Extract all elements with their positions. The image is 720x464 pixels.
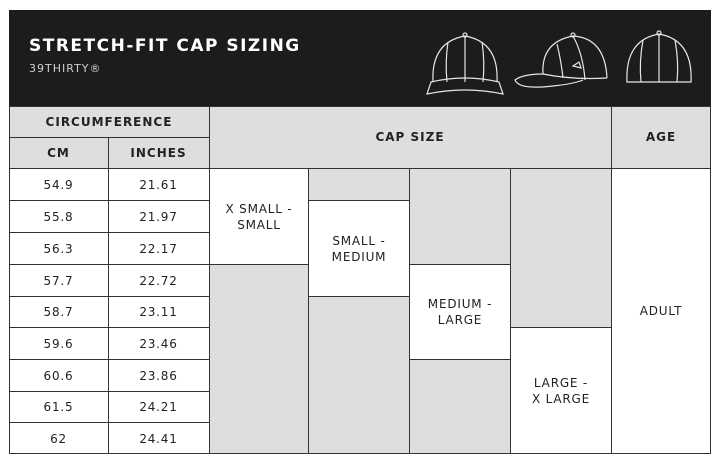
size-label-line: LARGE [437, 313, 483, 327]
cm-cell: 56.3 [43, 241, 74, 256]
size-label-line: SMALL [237, 217, 281, 232]
inches-cell: 23.86 [139, 368, 178, 383]
inches-cell: 22.17 [139, 241, 178, 256]
size-small-medium: SMALL - MEDIUM [309, 201, 409, 296]
cm-header: CM [47, 145, 70, 160]
cm-cell: 61.5 [43, 400, 74, 414]
cap-back-icon [626, 30, 692, 83]
page-title: STRETCH-FIT CAP SIZING [29, 36, 301, 56]
age-header: AGE [645, 130, 677, 144]
size-label-line: MEDIUM [331, 249, 387, 264]
inches-cell: 21.97 [139, 209, 178, 224]
circumference-header: CIRCUMFERENCE [45, 114, 173, 129]
page-subtitle: 39THIRTY® [29, 62, 102, 75]
size-label-line: LARGE - [533, 375, 589, 390]
cap-front-icon [426, 32, 504, 95]
inches-cell: 23.46 [139, 336, 178, 351]
size-label-line: SMALL - [332, 233, 386, 248]
cm-cell: 62 [50, 431, 67, 446]
cm-cell: 58.7 [43, 305, 74, 319]
size-label-line: X SMALL - [225, 201, 293, 216]
inches-cell: 24.21 [139, 400, 178, 414]
inches-cell: 24.41 [139, 431, 178, 446]
size-xsmall-small: X SMALL - SMALL [210, 169, 308, 264]
age-cell: ADULT [639, 304, 683, 318]
cap-side-icon [514, 32, 608, 88]
inches-cell: 21.61 [139, 177, 178, 192]
cm-cell: 59.6 [43, 336, 74, 351]
size-medium-large: MEDIUM - LARGE [410, 265, 510, 359]
size-label-line: MEDIUM - [427, 297, 493, 311]
inches-header: INCHES [130, 145, 187, 160]
header-banner: STRETCH-FIT CAP SIZING 39THIRTY® [9, 10, 711, 106]
cm-cell: 60.6 [43, 368, 74, 383]
cap-illustrations [426, 30, 692, 95]
cm-cell: 54.9 [43, 177, 74, 192]
size-large-xlarge: LARGE - X LARGE [511, 328, 611, 453]
inches-cell: 22.72 [139, 273, 178, 288]
cap-size-header: CAP SIZE [375, 130, 445, 144]
cm-cell: 55.8 [43, 209, 74, 224]
inches-cell: 23.11 [139, 305, 178, 319]
cm-cell: 57.7 [43, 273, 74, 288]
size-label-line: X LARGE [531, 391, 591, 406]
